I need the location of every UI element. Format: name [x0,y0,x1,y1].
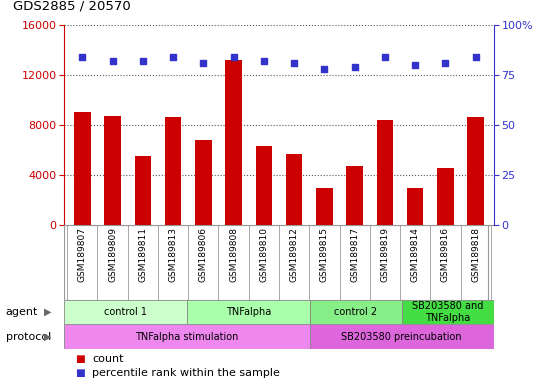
Bar [256,146,272,225]
Point [138,58,147,64]
Text: GSM189816: GSM189816 [441,227,450,282]
Bar [468,117,484,225]
Point [411,62,420,68]
Bar [347,166,363,225]
Bar [407,189,424,225]
Text: protocol: protocol [6,332,51,342]
Point [290,60,299,66]
Text: GSM189809: GSM189809 [108,227,117,282]
Point [108,58,117,64]
Text: ■: ■ [75,368,85,378]
Text: ▶: ▶ [44,307,51,317]
Text: TNFalpha: TNFalpha [225,307,271,317]
Point [229,54,238,60]
Text: control 2: control 2 [334,307,377,317]
Bar [225,60,242,225]
Text: GSM189819: GSM189819 [381,227,389,282]
Bar [286,154,302,225]
FancyBboxPatch shape [402,300,494,324]
Text: GSM189811: GSM189811 [138,227,147,282]
Text: GSM189810: GSM189810 [259,227,268,282]
Text: GSM189817: GSM189817 [350,227,359,282]
Bar [377,120,393,225]
Point [441,60,450,66]
Text: GDS2885 / 20570: GDS2885 / 20570 [13,0,131,13]
Text: GSM189814: GSM189814 [411,227,420,282]
Text: GSM189807: GSM189807 [78,227,87,282]
FancyBboxPatch shape [310,300,402,324]
Bar [437,169,454,225]
Bar [134,156,151,225]
FancyBboxPatch shape [187,300,310,324]
Text: TNFalpha stimulation: TNFalpha stimulation [135,332,239,342]
Text: percentile rank within the sample: percentile rank within the sample [92,368,280,378]
Point [199,60,208,66]
Text: ▶: ▶ [44,332,51,342]
Text: SB203580 and
TNFalpha: SB203580 and TNFalpha [412,301,483,323]
Text: GSM189806: GSM189806 [199,227,208,282]
Point [78,54,87,60]
Text: GSM189818: GSM189818 [471,227,480,282]
Text: SB203580 preincubation: SB203580 preincubation [341,332,462,342]
Bar [165,117,181,225]
Text: GSM189815: GSM189815 [320,227,329,282]
Point [169,54,177,60]
Point [320,66,329,72]
Bar [74,112,90,225]
FancyBboxPatch shape [64,324,310,349]
Text: control 1: control 1 [104,307,147,317]
Bar [104,116,121,225]
Bar [316,189,333,225]
Point [350,64,359,70]
FancyBboxPatch shape [310,324,494,349]
Bar [195,140,211,225]
Text: GSM189808: GSM189808 [229,227,238,282]
Text: GSM189812: GSM189812 [290,227,299,282]
Point [471,54,480,60]
FancyBboxPatch shape [64,300,187,324]
Text: count: count [92,354,123,364]
Point [259,58,268,64]
Text: GSM189813: GSM189813 [169,227,177,282]
Point [381,54,389,60]
Text: agent: agent [6,307,38,317]
Text: ■: ■ [75,354,85,364]
